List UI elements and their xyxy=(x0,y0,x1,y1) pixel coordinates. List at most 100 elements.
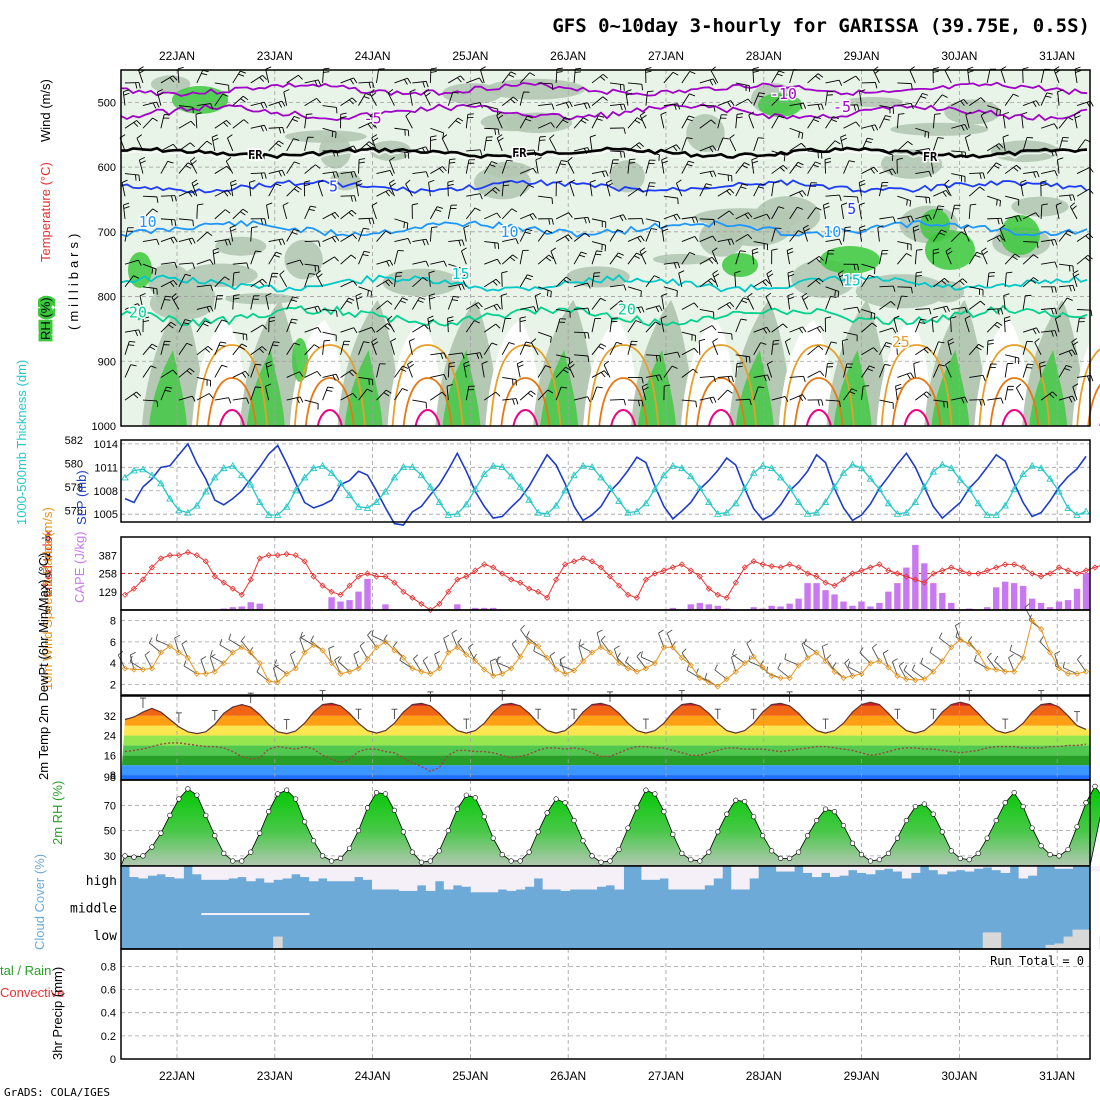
wind-barb-feather xyxy=(934,113,941,115)
wind-barb-feather xyxy=(752,160,759,164)
wind-barb-feather xyxy=(926,346,932,352)
wind-barb-feather xyxy=(278,170,282,177)
wind-barb-feather xyxy=(497,114,504,119)
wind-barb xyxy=(358,251,365,265)
thickness-point xyxy=(166,494,174,502)
rh-point xyxy=(993,817,999,824)
wind-barb-feather xyxy=(873,347,878,353)
wind-barb-feather xyxy=(912,225,919,229)
dry-core xyxy=(289,320,344,426)
wind-barb xyxy=(465,386,470,401)
wind-barb-feather xyxy=(443,260,447,267)
wind-barb xyxy=(1041,261,1055,265)
wind-barb-feather xyxy=(371,338,377,343)
thickness-point xyxy=(318,461,327,469)
cape-bar xyxy=(705,604,712,610)
rh-point xyxy=(822,806,829,812)
wind-barb xyxy=(1053,69,1060,84)
thickness-point xyxy=(615,496,623,504)
wind-barb xyxy=(369,115,377,129)
precip-tick: 0.4 xyxy=(101,1008,116,1020)
wind-barb xyxy=(322,211,336,220)
wind-barb-feather xyxy=(1000,66,1007,71)
wind-barb xyxy=(663,213,678,220)
wind-barb-feather xyxy=(637,237,642,243)
wind-barb-feather xyxy=(857,104,860,111)
wind-barb-feather xyxy=(519,319,526,323)
cloud-high-clear xyxy=(901,866,912,879)
wind-barb xyxy=(897,141,908,152)
thickness-point xyxy=(220,464,228,472)
wind-barb xyxy=(304,205,311,220)
wind-barb xyxy=(430,260,445,265)
wind-barb xyxy=(714,669,728,680)
wind-barb xyxy=(699,218,714,220)
wind-barb-feather xyxy=(773,339,780,342)
thickness-point xyxy=(642,499,650,507)
wind-barb xyxy=(681,115,689,129)
wind-barb-feather xyxy=(264,218,267,225)
wind-barb xyxy=(591,218,606,223)
wind-barb-feather xyxy=(1054,330,1058,337)
wind-barb xyxy=(408,341,413,355)
wind-barb-feather xyxy=(1052,391,1058,397)
wind-barb-feather xyxy=(479,193,483,200)
wind-barb xyxy=(196,345,209,356)
wind-barb-feather xyxy=(736,116,743,119)
thickness-point xyxy=(336,479,345,487)
cloud-middle-clear xyxy=(237,913,247,916)
wind-barb xyxy=(753,241,768,245)
rh-point xyxy=(337,855,344,862)
wind-barb xyxy=(138,69,144,84)
wind-barb-feather xyxy=(428,270,435,274)
wind-barb-feather xyxy=(784,396,789,402)
wind-barb-feather xyxy=(580,251,587,255)
wind-barb-feather xyxy=(317,273,323,278)
wind-barb xyxy=(160,321,172,333)
wind-barb xyxy=(627,252,637,265)
cloud-high-clear xyxy=(776,866,786,872)
cloud-high-clear xyxy=(569,866,580,890)
wind-barb xyxy=(771,70,780,84)
wind-barb-feather xyxy=(314,80,318,87)
wind-barb-feather xyxy=(838,79,843,86)
wind-barb-feather xyxy=(545,365,552,368)
cloud-high-clear xyxy=(515,866,526,890)
wind-barb xyxy=(573,396,588,401)
wind-barb-feather xyxy=(478,302,483,308)
wind-barb-feather xyxy=(223,191,229,197)
wind-barb xyxy=(807,255,820,265)
wind-barb xyxy=(322,127,337,133)
rh-point xyxy=(140,853,146,859)
wind-barb xyxy=(286,371,300,378)
wind-barb xyxy=(915,308,930,310)
wind-barb xyxy=(771,227,776,242)
wind-barb-feather xyxy=(788,274,795,277)
wind-barb-feather xyxy=(478,77,483,84)
wind-barb xyxy=(214,120,227,129)
wind-barb-feather xyxy=(422,277,428,282)
wind-barb xyxy=(520,167,534,174)
wind-barb-feather xyxy=(998,143,1004,149)
wind-barb-feather xyxy=(172,143,178,150)
wind-barb xyxy=(807,103,822,107)
cloud-high-clear xyxy=(937,866,948,875)
wind-barb xyxy=(699,256,713,265)
wind-barb-feather xyxy=(999,200,1001,207)
wind-barb-feather xyxy=(1035,212,1040,218)
contour-25 xyxy=(782,344,855,427)
thickness-point xyxy=(507,472,515,480)
wind-barb-feather xyxy=(565,102,570,109)
wind-barb-feather xyxy=(909,200,912,207)
cloud-high-clear xyxy=(641,866,651,880)
wind-barb xyxy=(214,276,225,288)
wind-barb xyxy=(753,374,768,378)
wind-barb-feather xyxy=(595,253,602,256)
wind-barb-feather xyxy=(837,291,840,298)
wind-barb-feather xyxy=(262,75,268,80)
wind-barb-feather xyxy=(323,339,331,342)
wind-barb-feather xyxy=(233,294,240,296)
wind-barb xyxy=(609,300,622,310)
wind-barb-feather xyxy=(282,127,285,134)
wind-barb xyxy=(574,216,589,220)
